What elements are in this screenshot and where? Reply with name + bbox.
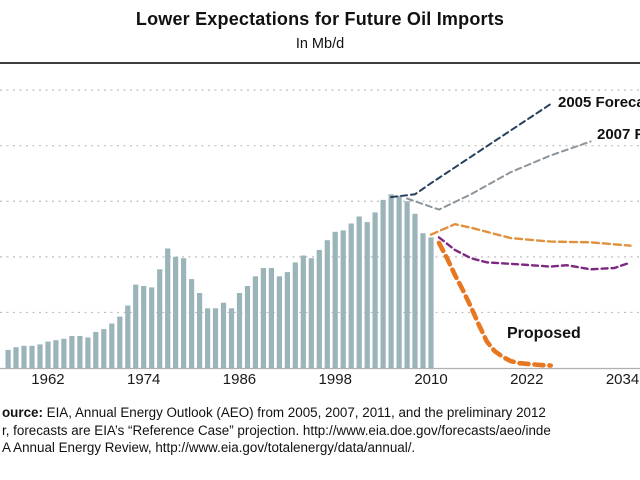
x-tick-1962: 1962 xyxy=(31,371,65,388)
bar-1973 xyxy=(133,284,139,368)
series-line-preliminary_2012 xyxy=(437,236,632,271)
bar-2005 xyxy=(388,194,394,368)
bar-1972 xyxy=(125,305,131,368)
bar-2001 xyxy=(356,216,362,368)
bar-1982 xyxy=(205,308,211,368)
bar-1967 xyxy=(85,337,91,368)
chart-subtitle: In Mb/d xyxy=(295,36,345,52)
series-line-proposed xyxy=(436,240,554,368)
series-label-2007-forecast: 2007 Forecast xyxy=(597,126,640,143)
source-line-3: A Annual Energy Review, http://www.eia.g… xyxy=(2,440,416,455)
bar-1964 xyxy=(61,338,67,368)
bar-1958 xyxy=(13,347,19,368)
bar-1993 xyxy=(292,262,298,368)
bar-2004 xyxy=(380,199,386,368)
bar-1980 xyxy=(189,279,195,368)
bar-1960 xyxy=(29,345,35,368)
source-note: ource: EIA, Annual Energy Outlook (AEO) … xyxy=(2,404,640,457)
bar-1965 xyxy=(69,336,75,368)
bar-1994 xyxy=(300,255,306,368)
bar-1985 xyxy=(228,308,235,368)
bar-1991 xyxy=(276,276,282,368)
x-tick-2022: 2022 xyxy=(510,371,544,388)
bar-1998 xyxy=(332,231,338,368)
chart-title: Lower Expectations for Future Oil Import… xyxy=(135,9,505,29)
bar-2009 xyxy=(420,233,426,368)
x-tick-1974: 1974 xyxy=(127,371,161,388)
bar-1981 xyxy=(197,293,203,368)
x-tick-1998: 1998 xyxy=(318,371,352,388)
x-tick-2034: 2034 xyxy=(605,371,640,388)
bar-1983 xyxy=(212,308,219,368)
bar-1961 xyxy=(37,344,43,368)
source-line-2: r, forecasts are EIA’s “Reference Case” … xyxy=(2,422,551,438)
bar-1995 xyxy=(308,258,314,368)
x-tick-2010: 2010 xyxy=(414,371,448,388)
series-line-forecast_2005 xyxy=(390,103,552,199)
bar-1976 xyxy=(157,269,163,368)
bar-1984 xyxy=(220,302,227,368)
source-line-1-text: EIA, Annual Energy Outlook (AEO) from 20… xyxy=(42,405,546,420)
bar-1966 xyxy=(77,336,83,368)
bar-1999 xyxy=(340,230,346,368)
bar-1971 xyxy=(117,316,123,368)
bar-1978 xyxy=(173,256,179,368)
bar-2003 xyxy=(372,212,378,368)
bar-1968 xyxy=(93,331,99,368)
series-label-2005-forecast: 2005 Forecast xyxy=(558,94,640,111)
bar-2007 xyxy=(404,201,410,368)
bar-1962 xyxy=(45,341,51,368)
bar-1974 xyxy=(141,286,147,368)
source-line-1: ource: EIA, Annual Energy Outlook (AEO) … xyxy=(2,404,640,422)
series-line-forecast_2007 xyxy=(406,140,592,211)
bar-2000 xyxy=(348,223,354,368)
bar-1996 xyxy=(316,249,322,368)
x-tick-1986: 1986 xyxy=(222,371,257,388)
series-label-proposed: Proposed xyxy=(507,325,581,342)
bar-2002 xyxy=(364,222,370,368)
source-label: ource: xyxy=(2,405,43,420)
bar-1975 xyxy=(149,287,155,368)
bar-1987 xyxy=(244,286,251,368)
bar-1992 xyxy=(284,272,290,368)
bar-1988 xyxy=(252,276,258,368)
bar-1986 xyxy=(236,293,243,368)
series-line-forecast_2011 xyxy=(429,222,632,247)
bar-2008 xyxy=(412,213,418,368)
bar-1997 xyxy=(324,240,330,368)
bar-1970 xyxy=(109,323,115,368)
bar-1957 xyxy=(5,349,11,368)
bar-1979 xyxy=(181,258,187,368)
bar-1977 xyxy=(165,248,171,368)
bar-1959 xyxy=(21,345,27,368)
bar-1990 xyxy=(268,268,274,368)
bar-1989 xyxy=(260,268,266,368)
bar-1969 xyxy=(101,329,107,368)
bar-2010 xyxy=(428,237,434,368)
bar-1963 xyxy=(53,340,59,368)
bar-2006 xyxy=(396,195,402,368)
